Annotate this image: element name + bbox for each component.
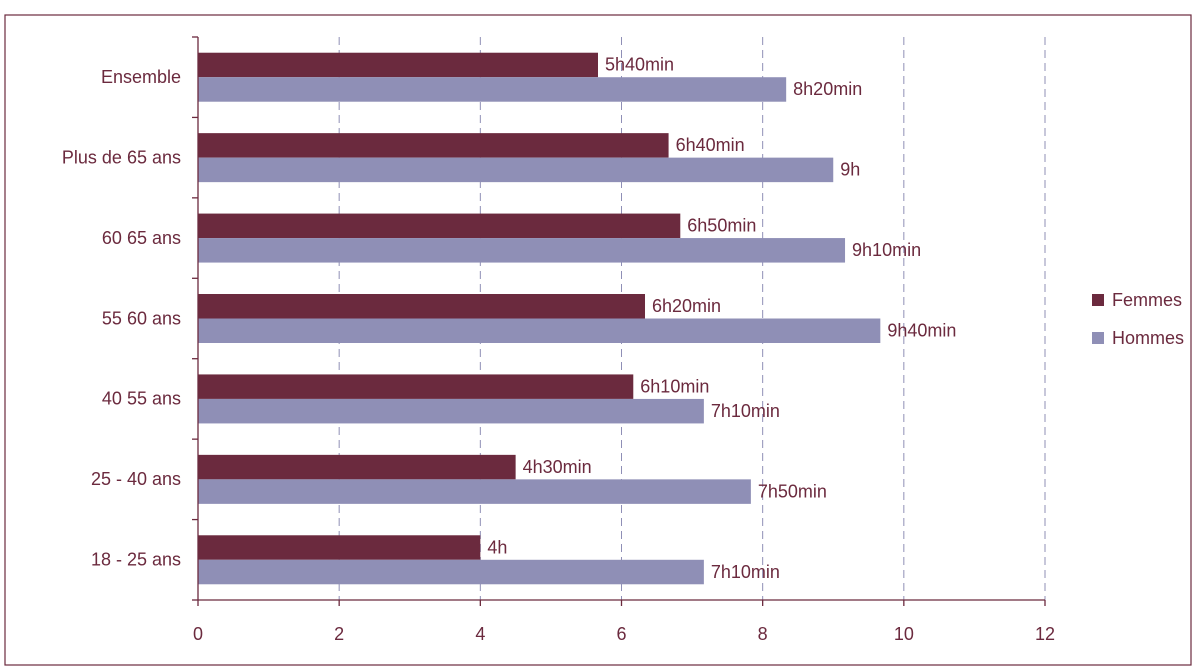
- data-label: 6h40min: [676, 135, 745, 155]
- data-label: 6h20min: [652, 296, 721, 316]
- legend-label: Hommes: [1112, 328, 1184, 348]
- bar-femmes: [198, 52, 598, 78]
- data-label: 6h10min: [640, 376, 709, 396]
- gridlines: [338, 37, 1046, 600]
- bar-femmes: [198, 454, 516, 480]
- data-label: 4h30min: [523, 457, 592, 477]
- data-labels: 5h40min 8h20min 6h40min 9h 6h50min 9h10min 6h2…: [487, 55, 956, 582]
- legend-swatch-hommes: [1092, 332, 1104, 344]
- bar-hommes: [198, 318, 881, 343]
- category-label: 25 - 40 ans: [91, 469, 181, 489]
- bar-hommes: [198, 238, 846, 263]
- x-tick-label: 10: [894, 624, 914, 644]
- x-tick-label: 4: [475, 624, 485, 644]
- x-tick-label: 8: [758, 624, 768, 644]
- bar-femmes: [198, 535, 481, 560]
- x-tick-label: 0: [193, 624, 203, 644]
- category-label: Ensemble: [101, 67, 181, 87]
- x-tick-label: 2: [334, 624, 344, 644]
- bars: [198, 52, 881, 585]
- data-label: 7h50min: [758, 481, 827, 501]
- legend: Femmes Hommes: [1092, 290, 1184, 348]
- legend-label: Femmes: [1112, 290, 1182, 310]
- data-label: 9h40min: [887, 321, 956, 341]
- data-label: 7h10min: [711, 562, 780, 582]
- legend-swatch-femmes: [1092, 294, 1104, 306]
- category-label: 60 65 ans: [102, 228, 181, 248]
- data-label: 7h10min: [711, 401, 780, 421]
- data-label: 9h: [840, 160, 860, 180]
- data-label: 4h: [487, 537, 507, 557]
- data-label: 6h50min: [687, 216, 756, 236]
- category-label: 18 - 25 ans: [91, 550, 181, 570]
- bar-hommes: [198, 559, 704, 585]
- bar-femmes: [198, 374, 634, 399]
- bar-femmes: [198, 213, 681, 239]
- data-label: 9h10min: [852, 240, 921, 260]
- bar-hommes: [198, 398, 704, 424]
- bar-femmes: [198, 294, 646, 319]
- bar-hommes: [198, 77, 787, 102]
- bar-femmes: [198, 133, 669, 158]
- category-label: 40 55 ans: [102, 389, 181, 409]
- bar-hommes: [198, 479, 751, 504]
- category-label: Plus de 65 ans: [62, 147, 181, 167]
- x-tick-label: 12: [1035, 624, 1055, 644]
- axes: Ensemble Plus de 65 ans 60 65 ans 55 60 ans…: [62, 36, 1055, 644]
- bar-hommes: [198, 157, 834, 183]
- x-tick-label: 6: [616, 624, 626, 644]
- category-label: 55 60 ans: [102, 308, 181, 328]
- data-label: 5h40min: [605, 55, 674, 75]
- data-label: 8h20min: [793, 79, 862, 99]
